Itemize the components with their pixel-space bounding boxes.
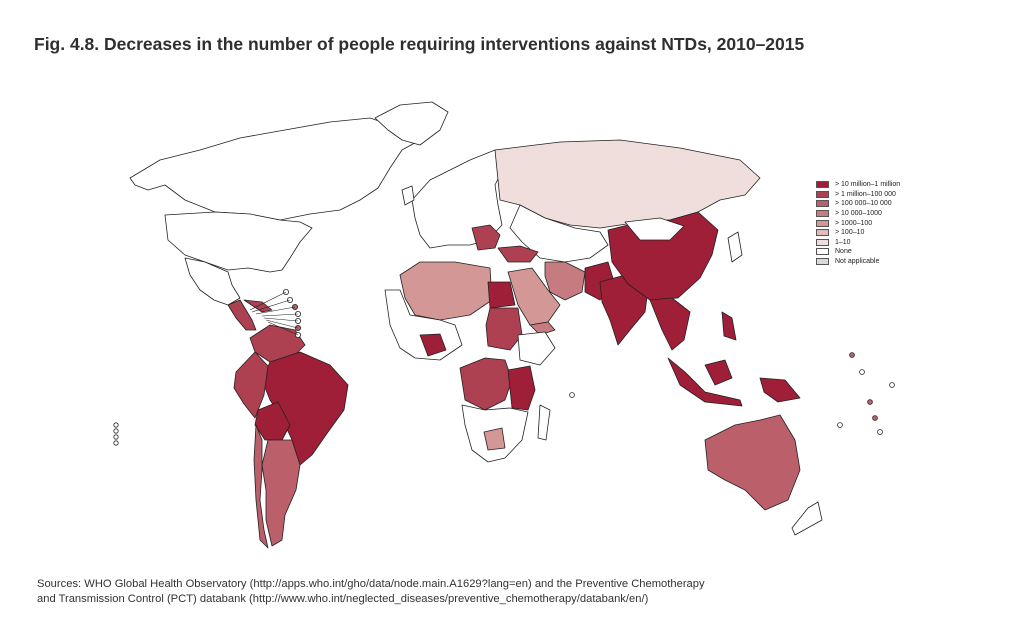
legend-label: > 1 million–100 000 xyxy=(835,190,896,198)
island-marker xyxy=(859,369,865,375)
region-usa xyxy=(164,211,313,273)
legend-item: > 10 million–1 million xyxy=(816,180,900,190)
region-ethiopia xyxy=(517,331,556,366)
island-marker xyxy=(872,415,878,421)
legend-item: > 1000–100 xyxy=(816,218,900,228)
region-europe xyxy=(411,149,506,249)
legend-swatch xyxy=(816,190,829,198)
sources-line-2: and Transmission Control (PCT) databank … xyxy=(37,593,649,605)
legend-label: Not applicable xyxy=(835,258,880,266)
legend-label: > 100 000–10 000 xyxy=(835,200,892,208)
region-uk xyxy=(401,185,415,206)
region-north-africa xyxy=(399,261,493,321)
legend-item: 1–10 xyxy=(816,238,900,248)
region-egypt xyxy=(487,281,516,309)
region-mozambique xyxy=(483,427,506,451)
island-marker xyxy=(113,434,119,440)
island-marker xyxy=(849,352,855,358)
region-japan xyxy=(727,231,743,263)
region-new-zealand xyxy=(791,501,823,536)
region-philippines xyxy=(721,311,737,341)
region-southeast-asia xyxy=(649,297,691,351)
region-central-america xyxy=(227,299,257,331)
legend-item: > 100–10 xyxy=(816,228,900,238)
legend-item: > 10 000–1000 xyxy=(816,209,900,219)
region-canada-alaska xyxy=(129,117,421,221)
region-iran xyxy=(544,261,586,301)
region-brazil xyxy=(261,351,349,466)
region-central-africa xyxy=(459,357,513,411)
legend-item: > 1 million–100 000 xyxy=(816,190,900,200)
legend-label: > 100–10 xyxy=(835,229,865,237)
legend-item: None xyxy=(816,247,900,257)
figure-title: Fig. 4.8. Decreases in the number of peo… xyxy=(34,34,805,54)
island-marker xyxy=(569,392,575,398)
region-yemen xyxy=(529,321,556,336)
island-marker xyxy=(113,422,119,428)
region-east-africa xyxy=(507,365,536,411)
region-argentina xyxy=(261,439,301,547)
island-marker xyxy=(889,382,895,388)
island-marker xyxy=(837,422,843,428)
region-balkans xyxy=(471,224,501,251)
legend-swatch xyxy=(816,248,829,256)
legend-swatch xyxy=(816,200,829,208)
region-nigeria xyxy=(419,333,447,357)
island-marker xyxy=(113,428,119,434)
legend-swatch xyxy=(816,219,829,227)
legend-label: > 10 million–1 million xyxy=(835,181,901,189)
region-borneo xyxy=(704,359,733,386)
sources-line-1: Sources: WHO Global Health Observatory (… xyxy=(37,578,705,590)
legend-swatch xyxy=(816,229,829,237)
island-marker xyxy=(113,440,119,446)
legend-swatch xyxy=(816,181,829,189)
region-new-guinea xyxy=(759,377,801,403)
legend-item: Not applicable xyxy=(816,257,900,267)
sources-note: Sources: WHO Global Health Observatory (… xyxy=(37,577,705,607)
legend-label: None xyxy=(835,248,852,256)
region-australia xyxy=(704,414,801,511)
legend-swatch xyxy=(816,238,829,246)
legend-label: 1–10 xyxy=(835,238,851,246)
legend-label: > 10 000–1000 xyxy=(835,210,882,218)
legend-swatch xyxy=(816,210,829,218)
region-greenland xyxy=(374,101,449,146)
region-central-asia xyxy=(509,204,609,263)
map-legend: > 10 million–1 million > 1 million–100 00… xyxy=(816,180,900,266)
region-chile xyxy=(253,424,269,549)
region-madagascar xyxy=(537,404,551,441)
region-peru xyxy=(233,351,269,419)
legend-item: > 100 000–10 000 xyxy=(816,199,900,209)
region-turkey xyxy=(497,245,539,263)
region-arabia xyxy=(507,267,561,326)
region-sumatra-java xyxy=(667,357,743,407)
island-marker xyxy=(867,399,873,405)
legend-swatch xyxy=(816,258,829,266)
island-marker xyxy=(877,429,883,435)
legend-label: > 1000–100 xyxy=(835,219,873,227)
region-mexico xyxy=(184,257,241,306)
region-sudan xyxy=(485,307,523,351)
region-mongolia xyxy=(624,217,685,241)
